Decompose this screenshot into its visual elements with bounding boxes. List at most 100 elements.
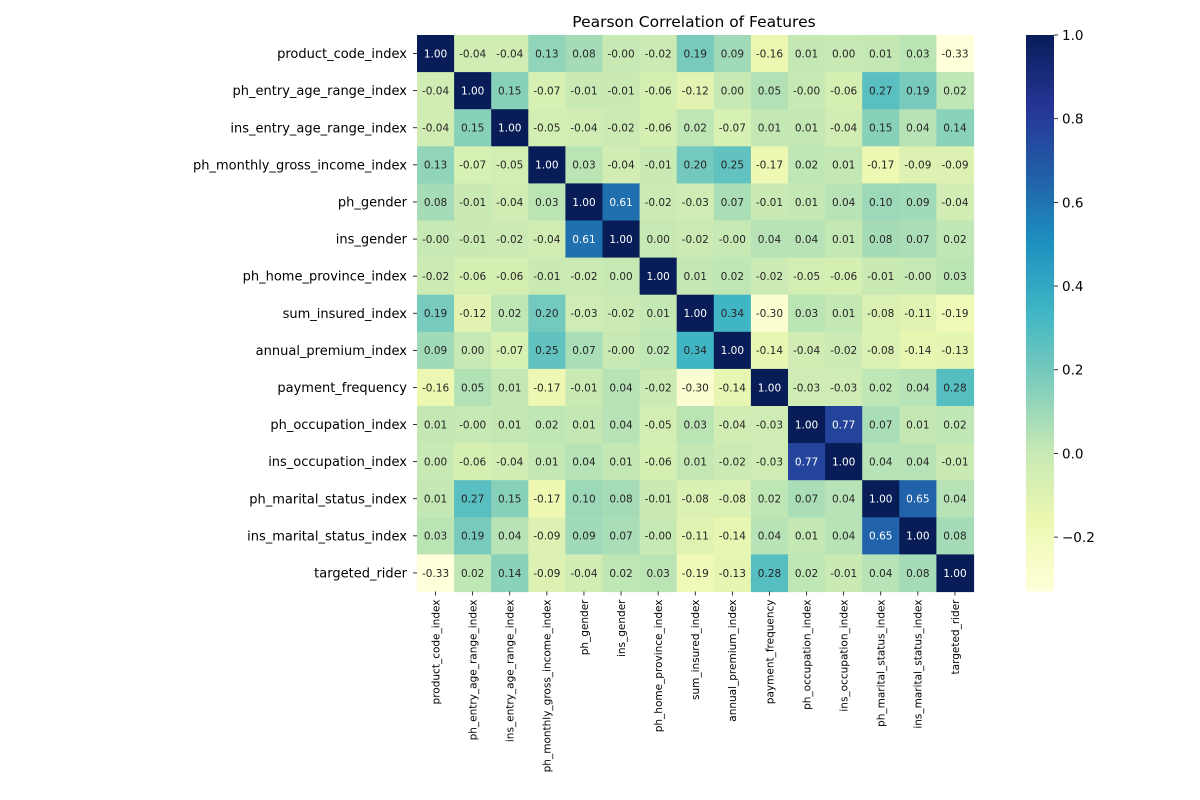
- cell-value-label: -0.01: [570, 85, 597, 97]
- cell-value-label: 0.04: [869, 568, 893, 580]
- cell-value-label: 0.01: [498, 419, 521, 431]
- cell-value-label: -0.06: [645, 456, 672, 468]
- cell-value-label: -0.04: [533, 234, 560, 246]
- heatmap-cell: [750, 109, 789, 147]
- cell-value-label: -0.09: [533, 568, 560, 580]
- heatmap-cell: [528, 220, 566, 259]
- cell-value-label: 1.00: [461, 85, 484, 97]
- cell-value-label: 1.00: [684, 308, 707, 320]
- heatmap-cell: [417, 406, 455, 444]
- cell-value-label: 0.19: [424, 308, 447, 320]
- heatmap-cell: [454, 183, 492, 222]
- heatmap-cell: [936, 109, 975, 147]
- heatmap-cell: [639, 72, 678, 110]
- cell-value-label: -0.04: [570, 568, 597, 580]
- cell-value-label: -0.01: [756, 197, 783, 209]
- y-tick-label: ph_home_province_index: [243, 270, 408, 285]
- cell-value-label: -0.14: [719, 382, 746, 394]
- heatmap-cell: [899, 35, 937, 73]
- heatmap-cell: [825, 517, 863, 555]
- cell-value-label: -0.14: [719, 531, 746, 543]
- heatmap-cell: [750, 220, 789, 259]
- heatmap-cell: [417, 480, 455, 518]
- heatmap-cell: [936, 443, 975, 481]
- heatmap-cell: [454, 294, 492, 333]
- heatmap-cell: [639, 517, 678, 555]
- heatmap-cell: [454, 257, 492, 296]
- heatmap-cell: [750, 331, 789, 370]
- cell-value-label: -0.11: [904, 308, 931, 320]
- heatmap-cell: [825, 554, 863, 593]
- heatmap-cell: [676, 517, 715, 555]
- heatmap-cells: 1.00 -0.04 -0.04 0.13 0.08 -0.00 -0.02 0.19 0.09…: [417, 35, 975, 593]
- heatmap-cell: [491, 109, 529, 147]
- cell-value-label: -0.12: [682, 85, 709, 97]
- cell-value-label: 0.03: [572, 160, 595, 172]
- cell-value-label: -0.03: [682, 197, 709, 209]
- heatmap-cell: [788, 294, 826, 333]
- heatmap-cell: [528, 183, 566, 222]
- x-tick-label: ph_gender: [579, 599, 591, 655]
- heatmap-cell: [454, 480, 492, 518]
- heatmap-cell: [565, 220, 604, 259]
- heatmap-cell: [936, 257, 975, 296]
- heatmap-cell: [936, 72, 975, 110]
- cell-value-label: 0.27: [869, 85, 892, 97]
- cell-value-label: 0.01: [572, 419, 595, 431]
- x-tick-label: ph_monthly_gross_income_index: [542, 600, 554, 773]
- heatmap-cell: [565, 368, 604, 407]
- heatmap-cell: [639, 443, 678, 481]
- heatmap-cell: [899, 443, 937, 481]
- heatmap-cell: [936, 517, 975, 555]
- cell-value-label: -0.19: [941, 308, 968, 320]
- cell-value-label: 0.07: [572, 345, 595, 357]
- heatmap-cell: [750, 480, 789, 518]
- heatmap-cell: [862, 480, 900, 518]
- heatmap-cell: [676, 109, 715, 147]
- cell-value-label: 1.00: [424, 48, 447, 60]
- heatmap-cell: [565, 257, 604, 296]
- heatmap-cell: [639, 480, 678, 518]
- heatmap-cell: [750, 368, 789, 407]
- cell-value-label: -0.06: [459, 456, 486, 468]
- cell-value-label: 0.03: [943, 271, 966, 283]
- heatmap-cell: [602, 443, 641, 481]
- heatmap-cell: [676, 480, 715, 518]
- heatmap-cell: [602, 220, 641, 259]
- cell-value-label: 0.34: [721, 308, 745, 320]
- cell-value-label: 0.02: [646, 345, 669, 357]
- cell-value-label: 0.07: [795, 494, 818, 506]
- heatmap-cell: [750, 183, 789, 222]
- heatmap-cell: [528, 554, 566, 593]
- heatmap-cell: [899, 220, 937, 259]
- cell-value-label: -0.01: [459, 197, 486, 209]
- cell-value-label: -0.01: [645, 494, 672, 506]
- heatmap-cell: [639, 146, 678, 184]
- cell-value-label: 0.09: [906, 197, 929, 209]
- cell-value-label: -0.04: [422, 85, 449, 97]
- cell-value-label: -0.04: [570, 123, 597, 135]
- cell-value-label: 0.15: [498, 85, 521, 97]
- y-tick-label: annual_premium_index: [256, 344, 408, 359]
- cell-value-label: 0.02: [943, 85, 966, 97]
- x-tick-label: ph_occupation_index: [801, 600, 813, 710]
- cell-value-label: 0.08: [943, 531, 966, 543]
- cell-value-label: -0.00: [793, 85, 820, 97]
- heatmap-cell: [602, 35, 641, 73]
- heatmap-cell: [417, 35, 455, 73]
- cell-value-label: -0.03: [793, 382, 820, 394]
- heatmap-cell: [417, 257, 455, 296]
- cell-value-label: -0.03: [756, 456, 783, 468]
- heatmap-cell: [491, 294, 529, 333]
- heatmap-cell: [491, 480, 529, 518]
- x-tick-label: ph_entry_age_range_index: [467, 600, 479, 741]
- cell-value-label: 0.19: [684, 48, 707, 60]
- heatmap-cell: [899, 406, 937, 444]
- heatmap-cell: [491, 368, 529, 407]
- heatmap-cell: [602, 480, 641, 518]
- cell-value-label: 0.00: [461, 345, 484, 357]
- heatmap-cell: [565, 35, 604, 73]
- heatmap-cell: [713, 517, 752, 555]
- cell-value-label: 0.04: [758, 234, 782, 246]
